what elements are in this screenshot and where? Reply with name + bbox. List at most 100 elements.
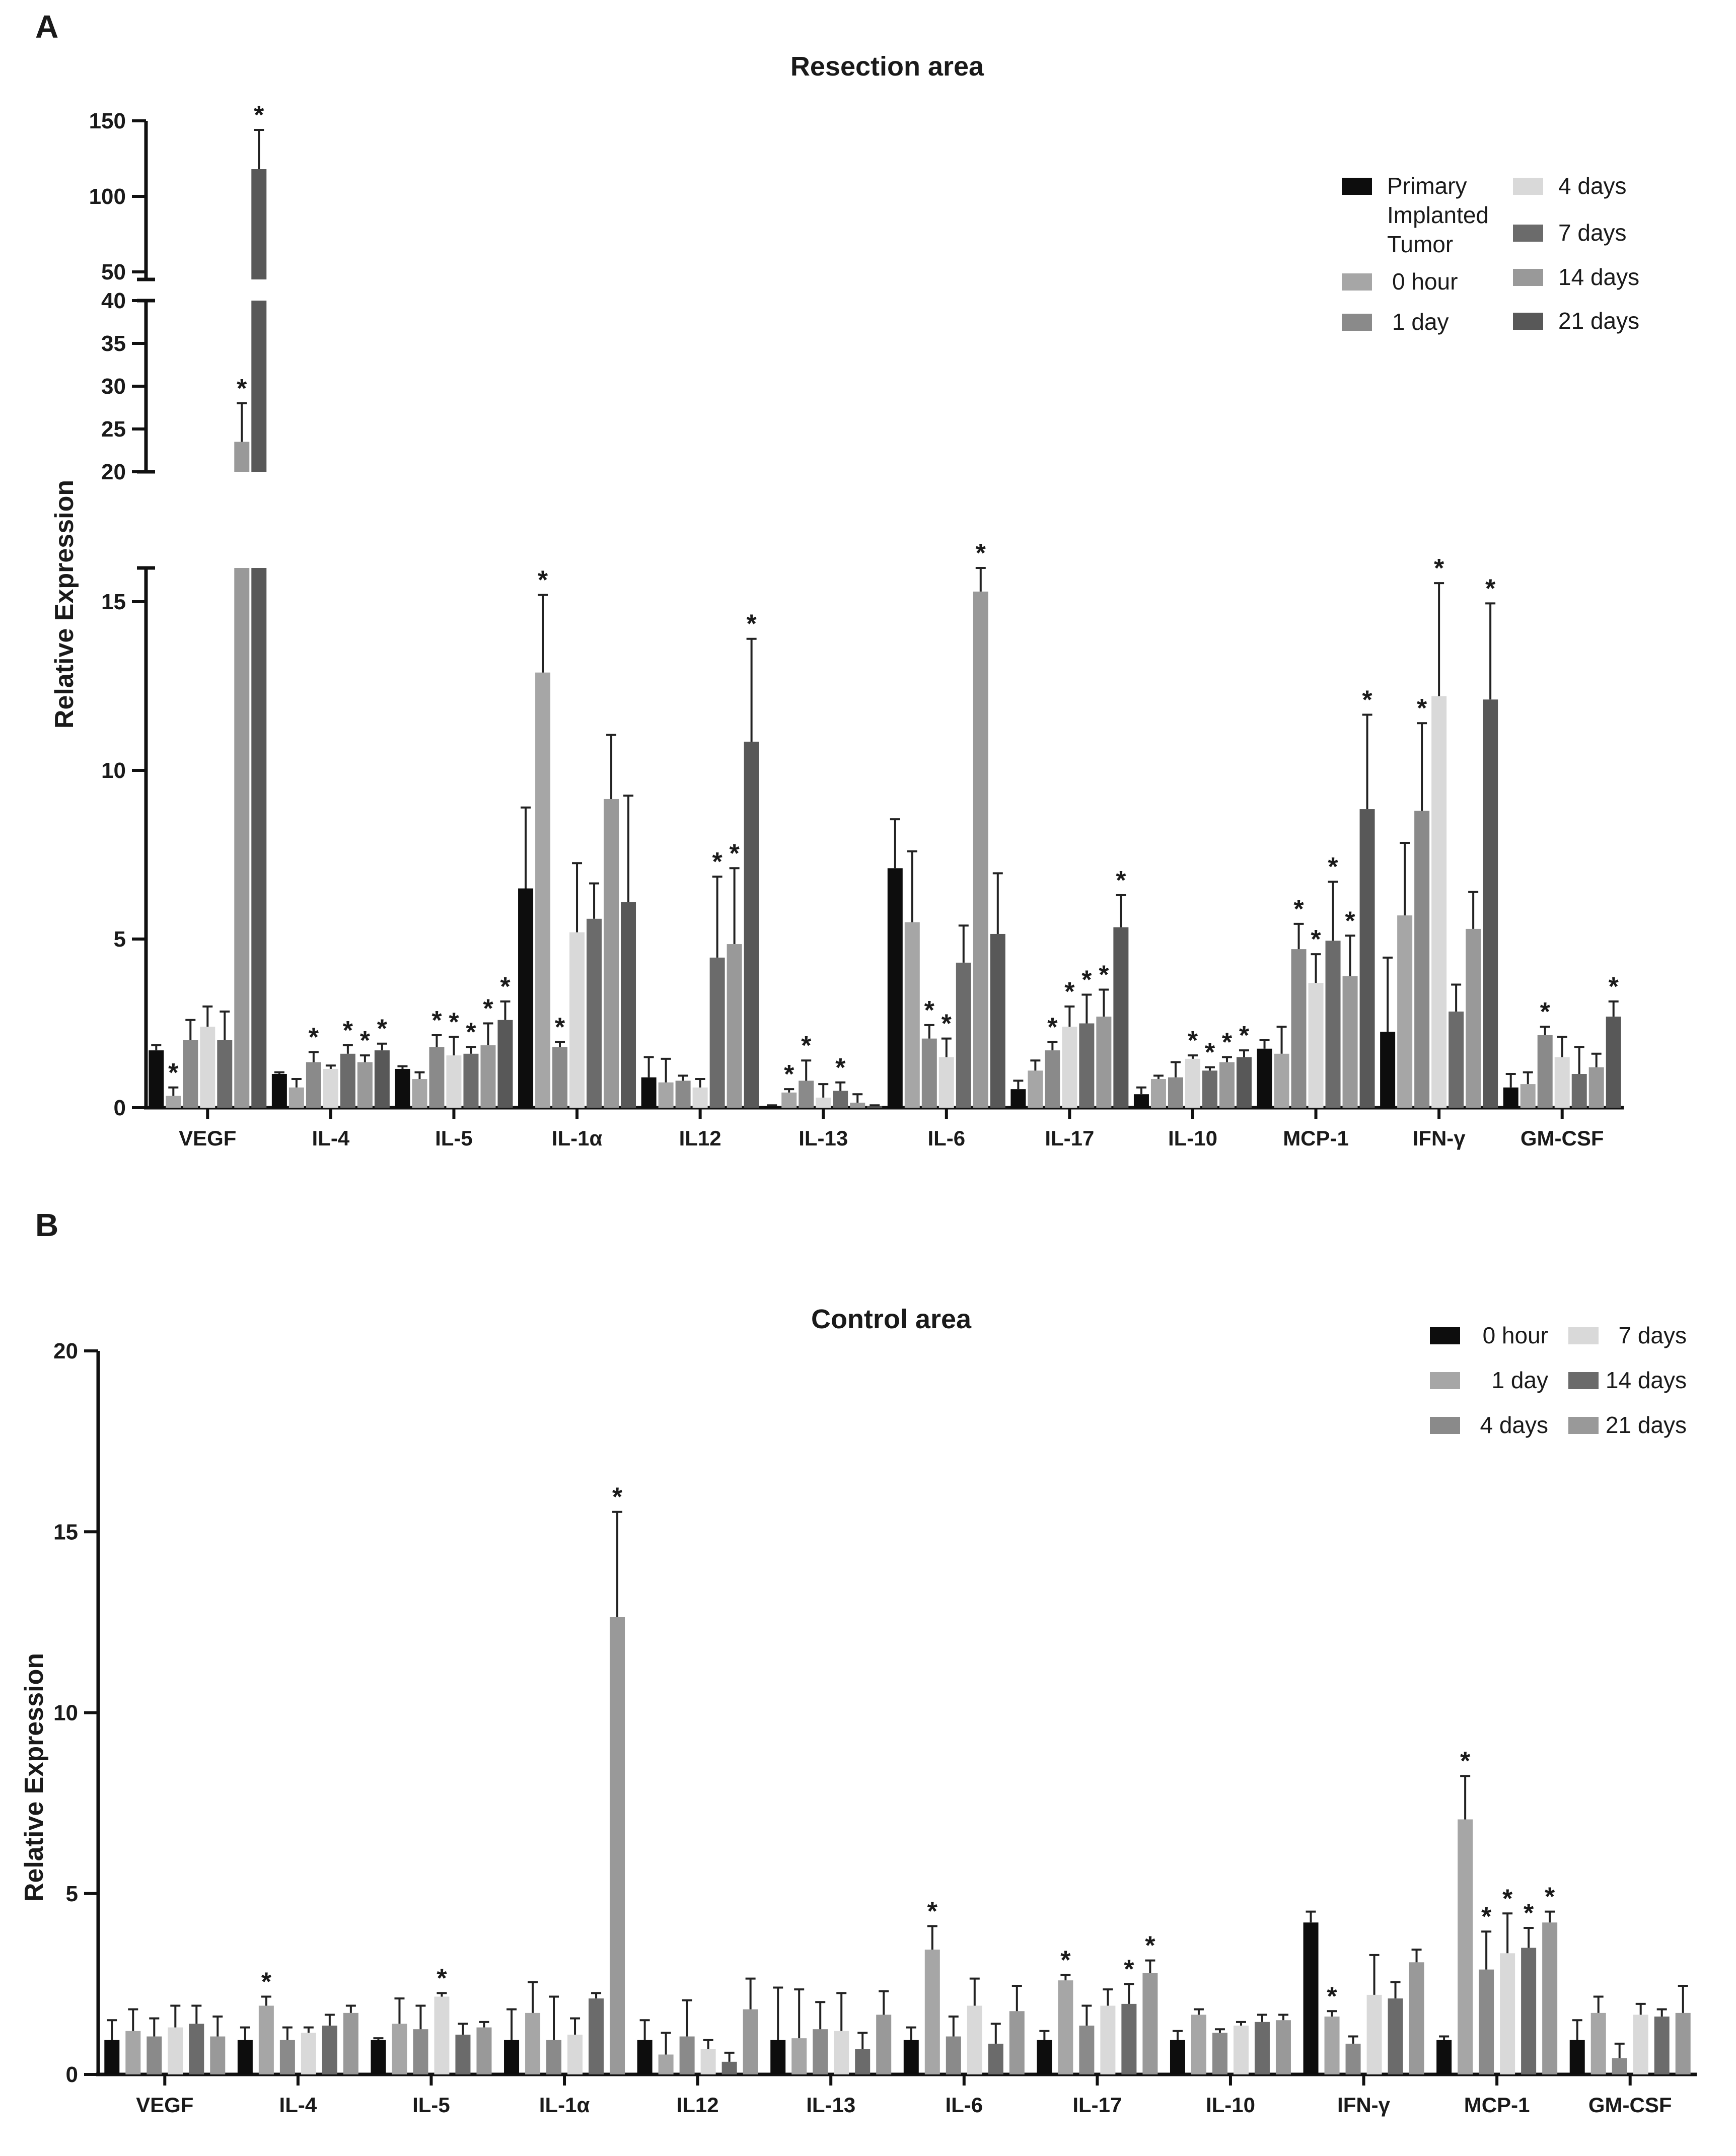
panel-b-bar-7-days-il-10 [1233,2026,1249,2074]
panel-a-category-ifn: IFN-γ [1413,1126,1466,1150]
panel-a-y-tick-label: 15 [101,590,126,614]
panel-a-category-il-1: IL-1α [552,1126,603,1150]
panel-a-category-il-10: IL-10 [1168,1126,1217,1150]
panel-a-bar-0-hour-vegf [166,1096,181,1108]
panel-b-bar-1-day-il-4 [258,2005,274,2074]
panel-a-bar-7-days-il-1 [587,918,602,1108]
panel-a-bar-primary-implanted-tumor-il-13 [764,1106,780,1108]
panel-a-legend-swatch-1-day [1342,314,1372,331]
panel-b-bar-7-days-gm-csf [1633,2015,1648,2074]
panel-a-significance-star: * [1345,906,1355,936]
panel-a-significance-star: * [730,839,740,868]
panel-a-significance-star: * [309,1023,319,1052]
panel-a-y-tick-label: 5 [114,927,126,952]
panel-a-legend-swatch-14-days [1513,269,1543,286]
panel-a-bar-4-days-il-17 [1062,1027,1077,1108]
panel-a-bar-0-hour-il-1 [535,672,551,1108]
panel-a-bar-1-day-il-1 [552,1047,568,1108]
panel-b-significance-star: * [1124,1955,1134,1984]
panel-a-significance-star: * [1188,1026,1198,1055]
panel-b-bar-14-days-il-17 [1121,2003,1137,2074]
panel-a-bar-0-hour-il12 [658,1082,674,1108]
panel-b-y-tick-label: 0 [66,2062,78,2087]
panel-b-bar-7-days-il12 [700,2049,716,2074]
panel-b-bar-1-day-il-1 [525,2013,541,2074]
panel-a-significance-star: * [237,374,247,403]
panel-a-significance-star: * [431,1006,442,1035]
panel-b-significance-star: * [1460,1747,1471,1776]
panel-a-bar-7-days-il-4 [340,1053,355,1108]
panel-b-plot: 0 5 10 15 20 VEGF IL-4 * IL-5 * IL-1α * IL12 IL-13 IL-… [53,1322,1697,2117]
panel-a-bar-0-hour-il-6 [904,922,920,1108]
panel-a-bar-1-day-vegf [183,1040,198,1108]
panel-a-bar-0-hour-il-10 [1150,1079,1166,1108]
panel-a-bar-4-days-gm-csf [1554,1057,1570,1108]
panel-a-bar-0-hour-il-5 [412,1079,427,1108]
panel-b-bar-0-hour-il12 [637,2040,653,2074]
panel-a-legend-swatch-7-days [1513,225,1543,242]
panel-b-bar-4-days-il-6 [946,2036,961,2074]
panel-a-significance-star: * [449,1008,459,1037]
panel-a-bar-4-days-vegf [200,1027,215,1108]
panel-a-y-tick-label: 100 [89,184,126,209]
panel-a-legend-label-line: Implanted [1387,202,1489,228]
panel-b-y-tick-label: 20 [53,1339,78,1363]
panel-b-category-il-10: IL-10 [1206,2093,1255,2117]
panel-b-bar-21-days-il-1 [610,1617,625,2074]
panel-a-category-vegf: VEGF [179,1126,236,1150]
panel-b-bar-1-day-il12 [658,2054,674,2074]
panel-a-y-tick-label: 20 [101,460,126,484]
panel-a-significance-star: * [1099,961,1109,990]
panel-a-significance-star: * [1328,852,1338,882]
panel-a-category-mcp-1: MCP-1 [1283,1126,1349,1150]
panel-b-bar-21-days-ifn [1409,1962,1424,2074]
panel-a-bar-1-day-il-17 [1045,1050,1060,1108]
panel-b-significance-star: * [927,1897,938,1926]
panel-a-bar-1-day-gm-csf [1537,1035,1553,1108]
panel-b-significance-star: * [1060,1946,1071,1975]
panel-b-bar-0-hour-ifn [1303,1922,1319,2074]
panel-a-category-il-5: IL-5 [435,1126,473,1150]
panel-a-label: A [35,9,58,45]
panel-b-category-il-6: IL-6 [945,2093,983,2117]
panel-b-legend-swatch-0-hour [1430,1327,1460,1344]
panel-a-bar-0-hour-il-17 [1028,1070,1043,1108]
panel-b-category-il-1: IL-1α [539,2093,590,2117]
panel-b-bar-1-day-il-10 [1191,2015,1206,2074]
panel-a-bar-0-hour-gm-csf [1520,1084,1536,1108]
panel-a-bar-1-day-il-5 [429,1047,445,1108]
panel-b-bar-21-days-il-6 [1009,2011,1025,2074]
panel-a-bar-1-day-ifn [1414,811,1430,1108]
panel-a-bar-1-day-il-4 [306,1062,321,1108]
panel-a-bar-primary-implanted-tumor-il-10 [1133,1094,1149,1108]
panel-b-bar-21-days-il12 [743,2009,758,2074]
panel-a-category-il-4: IL-4 [312,1126,350,1150]
panel-b-bar-21-days-gm-csf [1675,2013,1691,2074]
panel-a-bar-primary-implanted-tumor-gm-csf [1503,1087,1518,1108]
panel-a-significance-star: * [1485,574,1496,603]
panel-a-significance-star: * [254,101,264,130]
panel-b-bar-4-days-il-17 [1079,2026,1095,2074]
panel-a-legend-swatch-primary-implanted-tumor [1342,178,1372,195]
panel-b-significance-star: * [1145,1931,1155,1961]
panel-a-legend: Primary Implanted Tumor 0 hour 1 day 4 days 7 … [1342,173,1639,335]
panel-b-significance-star: * [1545,1883,1555,1912]
panel-b-category-vegf: VEGF [136,2093,193,2117]
panel-a-bar-1-day-il12 [675,1081,691,1108]
panel-a-bar-7-days-ifn [1449,1012,1464,1108]
panel-a-bar-21-days-il-5 [497,1020,513,1108]
panel-a-significance-star: * [942,1010,952,1039]
panel-a-bar-14-days-gm-csf [1588,1067,1604,1108]
panel-b-bar-14-days-gm-csf [1654,2017,1670,2074]
panel-a-bar-21-days-vegf-mid [251,301,267,472]
panel-a-bar-14-days-vegf-mid [234,442,250,472]
panel-a-bar-21-days-il-10 [1236,1057,1252,1108]
panel-b-bar-7-days-mcp-1 [1500,1953,1515,2074]
panel-b-significance-star: * [437,1964,447,1993]
panel-a-bar-0-hour-il-4 [288,1087,304,1108]
panel-b-bar-4-days-ifn [1345,2043,1361,2074]
panel-b-bar-4-days-il-13 [813,2029,828,2074]
panel-b-bar-4-days-mcp-1 [1479,1969,1494,2074]
panel-b-category-mcp-1: MCP-1 [1464,2093,1530,2117]
